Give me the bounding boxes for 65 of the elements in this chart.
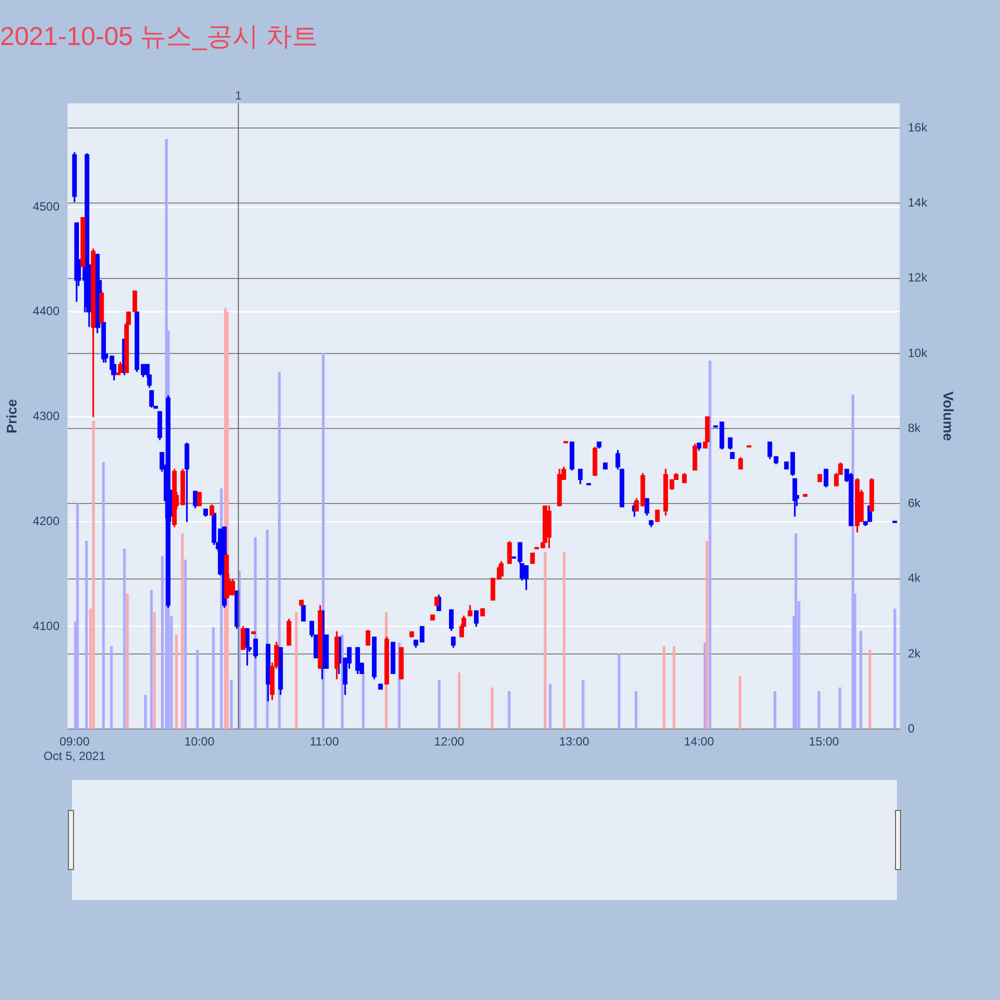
y2-tick-label: 6k — [908, 496, 922, 510]
y-tick-label: 4500 — [32, 199, 60, 214]
bar — [618, 654, 620, 730]
y-tick-label: 4400 — [32, 304, 60, 318]
bar — [794, 533, 798, 730]
bar — [562, 552, 566, 730]
bar — [102, 462, 105, 730]
y2-tick-label: 0 — [908, 722, 915, 736]
bar — [860, 631, 862, 730]
bar — [150, 590, 153, 730]
y2-tick-label: 14k — [908, 195, 928, 210]
bar — [672, 646, 676, 730]
y2-axis-title: Volume — [940, 391, 957, 442]
bar — [548, 684, 552, 730]
bar — [868, 650, 872, 730]
x-tick-label: 14:00 — [684, 734, 714, 749]
bar — [544, 552, 546, 730]
bar — [85, 540, 88, 730]
bar — [175, 634, 178, 730]
bar — [774, 691, 776, 730]
x-tick-label: 13:00 — [559, 734, 590, 749]
bar — [212, 627, 215, 730]
y2-tick-label: 12k — [908, 270, 928, 285]
bar — [706, 540, 708, 730]
bar — [294, 612, 298, 730]
bar — [818, 691, 820, 730]
y2-tick-label: 10k — [908, 346, 928, 360]
y-tick-label: 4200 — [32, 514, 60, 528]
bar — [230, 680, 233, 730]
bar — [196, 650, 199, 730]
y-tick-label: 4100 — [32, 618, 60, 633]
bar — [490, 688, 494, 730]
bar — [838, 688, 842, 730]
bar — [144, 695, 147, 730]
bar — [662, 646, 666, 730]
bar — [110, 646, 113, 730]
y2-tick-label: 2k — [908, 646, 922, 660]
bar — [126, 594, 129, 730]
x-tick-label: 10:00 — [184, 734, 215, 749]
bar — [634, 691, 638, 730]
x-tick-label: 09:00 Oct 5, 2021 — [43, 734, 106, 764]
bar — [362, 672, 365, 730]
bar — [708, 360, 712, 730]
bar — [92, 420, 95, 730]
x-tick-label: 11:00 — [310, 734, 340, 749]
bar — [181, 533, 184, 730]
text: 1 — [235, 88, 242, 103]
bar — [76, 503, 79, 730]
bar — [153, 612, 156, 730]
bar — [582, 680, 584, 730]
bar — [438, 680, 441, 730]
chart-title: 2021-10-05 뉴스_공시 차트 — [0, 20, 318, 51]
bar — [458, 672, 461, 730]
y-axis-title: Price — [3, 398, 20, 434]
y2-tick-label: 4k — [908, 571, 922, 586]
y2-tick-label: 8k — [908, 420, 922, 435]
x-tick-label: 15:00 — [808, 734, 840, 749]
y-tick-label: 4300 — [32, 409, 60, 424]
x-tick-label: 12:00 — [434, 734, 465, 749]
bar — [123, 548, 126, 730]
bar — [508, 691, 510, 730]
y2-tick-label: 16k — [908, 120, 928, 134]
bar — [738, 676, 742, 730]
bar — [894, 608, 896, 730]
bar — [184, 560, 187, 730]
